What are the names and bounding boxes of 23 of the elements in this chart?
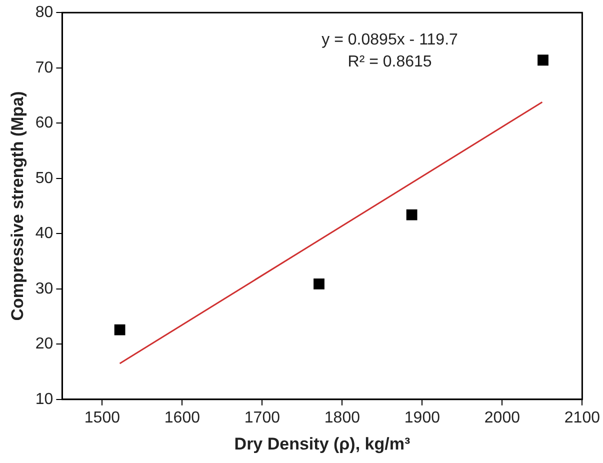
annotation: y = 0.0895x - 119.7 xyxy=(322,32,458,49)
annotation: R² = 0.8615 xyxy=(348,54,432,71)
y-tick-label: 60 xyxy=(35,114,54,132)
y-tick-label: 20 xyxy=(35,336,54,353)
x-tick-label: 1700 xyxy=(244,409,280,426)
x-tick-label: 1600 xyxy=(164,409,200,426)
y-tick-label: 10 xyxy=(35,390,54,408)
y-tick-label: 50 xyxy=(35,170,54,187)
y-tick-label: 80 xyxy=(35,4,54,22)
y-tick-label: 40 xyxy=(35,225,54,242)
y-tick-label: 30 xyxy=(35,280,54,298)
point xyxy=(314,278,324,290)
y-axis-title: Compressive strength (Mpa) xyxy=(8,91,27,321)
point xyxy=(114,324,126,336)
x-axis-title: Dry Density (ρ), kg/m³ xyxy=(234,434,410,454)
y-tick-label: 70 xyxy=(35,59,54,76)
point xyxy=(538,54,548,66)
x-tick-label: 2000 xyxy=(484,409,520,426)
x-tick-label: 1900 xyxy=(404,409,440,426)
x-tick-label: 2100 xyxy=(564,409,600,426)
x-tick-label: 1500 xyxy=(84,409,120,426)
x-tick-label: 1800 xyxy=(324,409,360,426)
point xyxy=(406,209,418,220)
